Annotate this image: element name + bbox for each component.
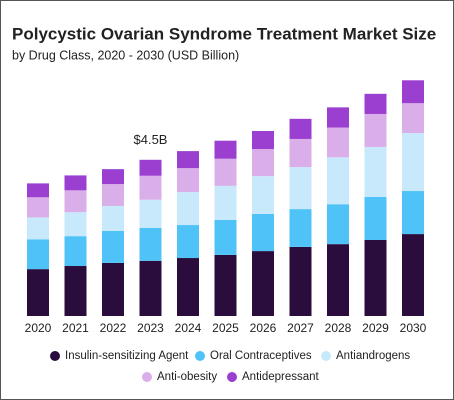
legend-marker <box>50 351 60 361</box>
bar-segment <box>214 254 237 316</box>
x-tick-label: 2022 <box>100 321 127 335</box>
x-tick-label: 2029 <box>362 321 389 335</box>
bar-segment <box>102 169 124 185</box>
bar-segment <box>289 118 312 139</box>
bar-segment <box>214 185 237 220</box>
bar-segment <box>327 107 349 128</box>
bar-segment <box>327 157 349 205</box>
bar-segment <box>289 138 312 168</box>
x-tick-label: 2025 <box>212 321 239 335</box>
bar-segment <box>364 146 387 197</box>
bar-segment <box>327 204 349 245</box>
legend-label: Antiandrogens <box>336 350 410 362</box>
bar-segment <box>402 133 424 192</box>
bar-segment <box>364 239 387 316</box>
bar-segment <box>139 175 162 200</box>
bar-segment <box>402 234 424 316</box>
bar-segment <box>214 140 237 159</box>
bar-segment <box>402 80 424 104</box>
bar-segment <box>327 127 349 158</box>
bar-segment <box>177 192 199 226</box>
bar-segment <box>252 149 274 177</box>
bar-segment <box>252 251 274 316</box>
x-tick-label: 2020 <box>25 321 52 335</box>
bar-segment <box>214 219 237 255</box>
annotation: $4.5B <box>134 132 168 147</box>
bar-segment <box>289 209 312 247</box>
bar-segment <box>402 103 424 134</box>
x-tick-label: 2021 <box>62 321 89 335</box>
bar-segment <box>364 113 387 147</box>
bar-segment <box>289 246 312 316</box>
bar-segment <box>214 158 237 186</box>
bar-segment <box>139 260 162 316</box>
bar-segment <box>102 262 124 316</box>
bar-segment <box>364 196 387 240</box>
x-tick-label: 2026 <box>250 321 277 335</box>
legend-marker <box>195 351 205 361</box>
x-tick-label: 2024 <box>175 321 202 335</box>
bar-segment <box>402 191 424 235</box>
x-tick-label: 2028 <box>325 321 352 335</box>
bar-segment <box>64 212 87 237</box>
bar-segment <box>327 244 349 316</box>
bar-segment <box>27 183 49 198</box>
legend-marker <box>142 372 152 382</box>
bar-segment <box>139 199 162 228</box>
bar-segment <box>102 184 124 206</box>
bar-segment <box>177 258 199 316</box>
bar-segment <box>252 176 274 214</box>
legend-marker <box>321 351 331 361</box>
x-tick-label: 2030 <box>400 321 427 335</box>
bar-segment <box>27 239 49 270</box>
bar-segment <box>27 197 49 218</box>
bar-segment <box>252 213 274 252</box>
legend-marker <box>227 372 237 382</box>
legend-label: Antidepressant <box>242 371 320 383</box>
bar-segment <box>64 190 87 213</box>
chart-subtitle: by Drug Class, 2020 - 2030 (USD Billion) <box>12 48 239 62</box>
bar-segment <box>252 130 274 150</box>
chart-title: Polycystic Ovarian Syndrome Treatment Ma… <box>12 24 436 43</box>
legend-label: Anti-obesity <box>157 371 217 383</box>
bar-segment <box>289 167 312 210</box>
bar-segment <box>64 236 87 267</box>
bar-segment <box>177 168 199 193</box>
bar-segment <box>102 230 124 263</box>
bar-segment <box>64 175 87 191</box>
legend-label: Oral Contraceptives <box>210 350 312 362</box>
bar-segment <box>64 266 87 316</box>
bar-segment <box>139 159 162 176</box>
bar-segment <box>364 93 387 114</box>
bar-segment <box>139 227 162 261</box>
bar-segment <box>102 205 124 231</box>
legend-label: Insulin-sensitizing Agent <box>65 350 189 362</box>
x-tick-label: 2023 <box>137 321 164 335</box>
bar-segment <box>27 269 49 316</box>
x-tick-label: 2027 <box>287 321 314 335</box>
bar-segment <box>177 225 199 259</box>
bar-segment <box>27 217 49 240</box>
bar-segment <box>177 151 199 169</box>
